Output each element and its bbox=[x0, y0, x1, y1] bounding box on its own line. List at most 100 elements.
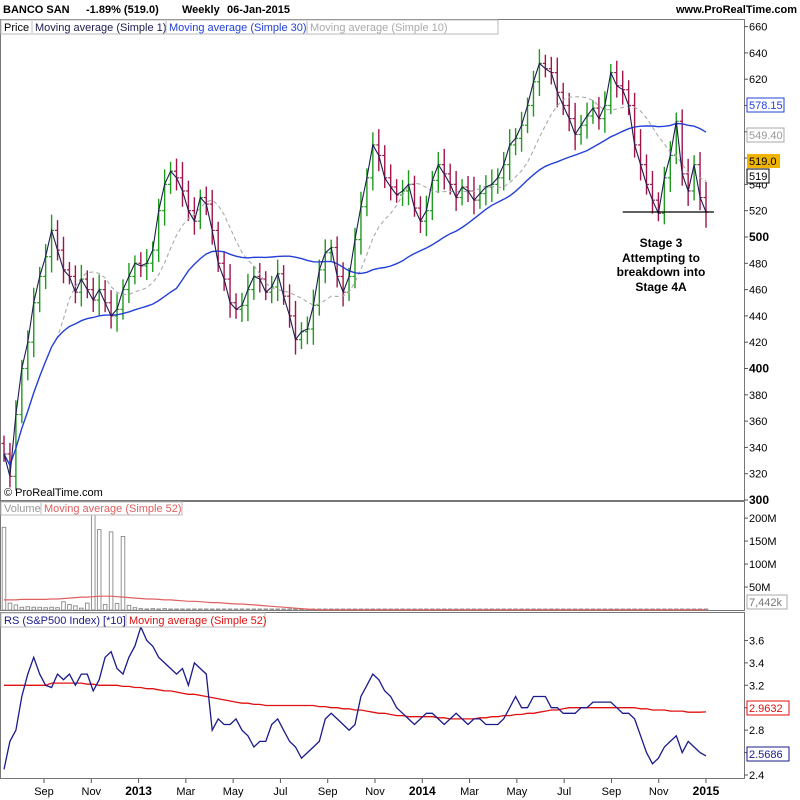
sma30-last-badge: 578.15 bbox=[746, 97, 785, 113]
sma30-last-value: 578.15 bbox=[749, 100, 783, 112]
price-tick-label: 480 bbox=[749, 258, 767, 270]
volume-bar bbox=[227, 608, 233, 611]
price-tick-label: 660 bbox=[749, 22, 767, 34]
rs-badge-box bbox=[746, 746, 790, 762]
x-tick-label: 2014 bbox=[409, 784, 436, 798]
volume-bar bbox=[233, 608, 239, 611]
x-tick-label: Sep bbox=[34, 786, 54, 798]
volume-tick-label: 100M bbox=[749, 559, 777, 571]
volume-bar bbox=[132, 607, 138, 611]
rs-last-value: 2.5686 bbox=[749, 749, 783, 761]
price-legend: Price Moving average (Simple 1) Moving a… bbox=[0, 19, 499, 35]
copyright-text: © ProRealTime.com bbox=[4, 487, 103, 499]
volume-last-value: 7,442k bbox=[749, 597, 783, 609]
volume-bar bbox=[209, 608, 215, 611]
volume-bar bbox=[102, 604, 108, 611]
volume-bar bbox=[192, 608, 197, 611]
volume-bar bbox=[31, 606, 36, 611]
rs-ma-badge-box bbox=[746, 700, 790, 716]
volume-bar bbox=[275, 608, 280, 611]
stage-annotation: Stage 3 Attempting to breakdown into Sta… bbox=[617, 236, 706, 294]
sma10-line bbox=[3, 96, 707, 467]
volume-bar bbox=[73, 605, 78, 611]
chart-period: Weekly bbox=[182, 4, 221, 16]
x-tick-label: Mar bbox=[176, 786, 195, 798]
price-tick-label: 420 bbox=[749, 337, 767, 349]
price-tick-label: 520 bbox=[749, 206, 767, 218]
price-panel: 3003203403603804004204404604805005205405… bbox=[1, 22, 769, 507]
volume-bar bbox=[43, 607, 48, 611]
volume-bar bbox=[108, 531, 114, 611]
support-level-badge: 519 bbox=[746, 168, 770, 184]
volume-bar bbox=[1, 526, 7, 611]
sma10-last-value: 549.40 bbox=[749, 130, 783, 142]
price-tick-label: 300 bbox=[749, 493, 769, 507]
volume-bar bbox=[204, 608, 209, 611]
last-price-badge-box bbox=[747, 154, 780, 168]
x-tick-label: Nov bbox=[82, 786, 102, 798]
rs-tick-label: 3.4 bbox=[749, 658, 764, 670]
x-tick-label: Nov bbox=[649, 786, 669, 798]
x-tick-label: 2013 bbox=[125, 784, 152, 798]
volume-bar bbox=[37, 606, 42, 611]
volume-bar bbox=[257, 608, 263, 611]
support-level-value: 519 bbox=[749, 171, 767, 183]
rs-ma-last-badge: 2.9632 bbox=[746, 700, 790, 716]
sma10-badge-box bbox=[746, 127, 785, 143]
volume-bar bbox=[198, 608, 203, 611]
x-axis: Sep Nov 2013 Mar May Jul Sep Nov 2014 Mar May Jul Se… bbox=[34, 779, 720, 798]
x-tick-label: May bbox=[223, 786, 244, 798]
volume-bar bbox=[49, 606, 54, 611]
price-tick-label: 320 bbox=[749, 469, 767, 481]
volume-bar bbox=[19, 606, 25, 611]
rs-last-badge: 2.5686 bbox=[746, 746, 790, 762]
price-tick-label: 440 bbox=[749, 311, 767, 323]
sma1-line bbox=[3, 62, 707, 477]
legend-rs: RS (S&P500 Index) [*10] bbox=[4, 615, 126, 627]
sma30-line bbox=[3, 122, 707, 467]
volume-bar bbox=[168, 608, 173, 611]
volume-panel: 50M 100M 150M 200M bbox=[1, 507, 777, 611]
x-tick-label: Jul bbox=[273, 786, 287, 798]
volume-bar bbox=[245, 608, 251, 611]
volume-tick-label: 50M bbox=[749, 582, 770, 594]
volume-bar bbox=[138, 608, 144, 611]
last-price-value: 519.0 bbox=[749, 156, 777, 168]
chart-symbol: BANCO SAN bbox=[3, 4, 70, 16]
volume-bar bbox=[180, 608, 185, 611]
x-tick-label: 2015 bbox=[693, 784, 720, 798]
volume-bar bbox=[7, 602, 13, 611]
price-tick-label: 460 bbox=[749, 285, 767, 297]
volume-bar bbox=[85, 602, 90, 611]
price-tick-label: 360 bbox=[749, 416, 767, 428]
volume-ma-line bbox=[4, 595, 706, 611]
annotation-line-2: Attempting to bbox=[622, 251, 700, 265]
volume-tick-label: 200M bbox=[749, 513, 777, 525]
x-tick-label: Jul bbox=[557, 786, 571, 798]
chart-date: 06-Jan-2015 bbox=[227, 4, 290, 16]
rs-tick-label: 3.2 bbox=[749, 680, 764, 692]
legend-rs-ma: Moving average (Simple 52) bbox=[129, 615, 267, 627]
x-tick-label: Sep bbox=[318, 786, 338, 798]
volume-badge-box bbox=[746, 594, 788, 610]
volume-bar bbox=[96, 529, 102, 611]
support-badge-box bbox=[746, 168, 770, 184]
volume-bar bbox=[13, 604, 19, 611]
site-link[interactable]: www.ProRealTime.com bbox=[675, 4, 797, 16]
legend-sma10: Moving average (Simple 10) bbox=[310, 22, 448, 34]
volume-bar bbox=[120, 536, 126, 611]
rs-line bbox=[3, 625, 707, 770]
price-tick-label: 380 bbox=[749, 390, 767, 402]
price-tick-label: 340 bbox=[749, 442, 767, 454]
volume-bar bbox=[162, 608, 167, 611]
volume-bar bbox=[144, 608, 150, 611]
legend-volume: Volume bbox=[4, 503, 41, 515]
volume-bar bbox=[239, 608, 245, 611]
volume-bar bbox=[150, 608, 155, 611]
rs-legend: RS (S&P500 Index) [*10] Moving average (… bbox=[0, 612, 267, 628]
legend-sma1: Moving average (Simple 1) bbox=[35, 22, 166, 34]
rs-ma-last-value: 2.9632 bbox=[749, 703, 783, 715]
legend-volume-ma: Moving average (Simple 52) bbox=[44, 503, 182, 515]
